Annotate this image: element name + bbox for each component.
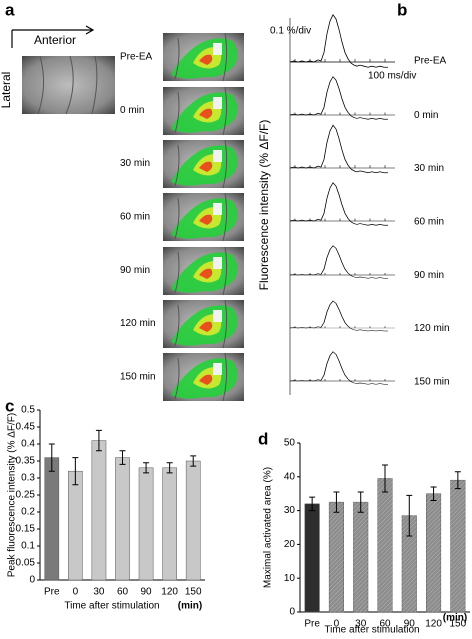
y-tick-label: 0.25 <box>16 490 36 501</box>
scale-y: 0.1 %/div <box>270 26 311 37</box>
error-bar <box>190 455 197 467</box>
x-axis-label: Time after stimulation <box>64 601 159 612</box>
thumbnails <box>162 32 245 402</box>
y-tick-label: 0.5 <box>21 405 35 416</box>
time-label: 30 min <box>414 163 444 174</box>
x-tick-label: 30 <box>93 587 105 598</box>
error-bar <box>382 464 388 493</box>
x-tick-label: 0 <box>73 587 79 598</box>
x-tick-label: 0 <box>334 619 340 630</box>
panel-label: d <box>258 429 268 448</box>
x-tick-label: 150 <box>185 587 202 598</box>
error-bar <box>48 443 55 472</box>
bar-hatch <box>402 515 417 612</box>
error-bar <box>119 450 126 465</box>
lateral-label: Lateral <box>0 72 13 109</box>
bar-hatch <box>329 502 344 612</box>
x-tick-label: Pre <box>44 587 60 598</box>
panel-label: b <box>397 0 407 19</box>
x-tick-label: 60 <box>117 587 129 598</box>
time-label: 60 min <box>120 212 150 223</box>
time-label: 90 min <box>414 270 444 281</box>
error-bar <box>333 491 340 513</box>
unit-label: (min) <box>443 613 467 624</box>
time-label: 90 min <box>120 265 150 276</box>
panel-label: c <box>5 396 14 415</box>
y-tick-label: 20 <box>284 539 296 550</box>
time-label: 150 min <box>414 376 450 387</box>
axis-arrows <box>11 25 95 48</box>
error-bar <box>454 471 461 490</box>
y-axis-label: Fluorescence intensity (% ΔF/F) <box>257 120 271 291</box>
bar-hatch <box>353 502 368 612</box>
bar <box>185 460 201 581</box>
scale-x: 100 ms/div <box>368 71 416 82</box>
bar <box>44 457 60 581</box>
y-axis-label: Maximal activated area (%) <box>263 467 274 588</box>
x-tick-label: 150 <box>450 619 467 630</box>
x-tick-label: 30 <box>355 619 367 630</box>
error-bar <box>430 486 437 501</box>
time-label: 150 min <box>120 371 156 382</box>
y-tick-label: 0.2 <box>21 507 35 518</box>
y-tick-label: 0.05 <box>16 558 36 569</box>
time-label: 120 min <box>120 318 156 329</box>
bar-hatch <box>450 480 466 612</box>
bar-hatch <box>426 493 441 612</box>
error-bar <box>166 462 173 474</box>
error-bar <box>357 491 364 513</box>
vessels <box>37 55 98 115</box>
error-bar <box>143 462 150 474</box>
time-label: 60 min <box>414 217 444 228</box>
time-label: Pre-EA <box>120 52 153 63</box>
x-tick-label: 60 <box>379 619 391 630</box>
y-tick-label: 40 <box>284 471 296 482</box>
bar <box>68 470 83 581</box>
unit-label: (min) <box>178 601 202 612</box>
bar <box>304 503 320 613</box>
bar <box>115 457 130 581</box>
y-tick-label: 0.45 <box>16 422 36 433</box>
error-bar <box>309 496 316 512</box>
y-tick-label: 0.3 <box>21 473 35 484</box>
x-tick-label: 120 <box>161 587 178 598</box>
y-tick-label: 0.35 <box>16 456 36 467</box>
time-label: 0 min <box>120 105 144 116</box>
bar-hatch <box>377 478 393 612</box>
error-bar <box>406 494 413 537</box>
time-label: 120 min <box>414 323 450 334</box>
y-tick-label: 0.4 <box>21 439 35 450</box>
y-tick-label: 30 <box>284 505 296 516</box>
y-tick-label: 0 <box>29 575 35 586</box>
y-axis-label: Peak fluorescence intensity (% ΔF/F) <box>7 413 18 578</box>
x-axis-label: Time after stimulation <box>324 625 419 636</box>
bar <box>138 467 154 581</box>
anterior-label: Anterior <box>34 33 76 47</box>
time-label: Pre-EA <box>414 56 447 67</box>
time-label: 30 min <box>120 158 150 169</box>
bar <box>162 467 177 581</box>
x-tick-label: Pre <box>304 619 320 630</box>
y-tick-label: 0 <box>289 607 295 618</box>
x-tick-label: 120 <box>425 619 442 630</box>
error-bar <box>95 429 102 452</box>
time-label: 0 min <box>414 110 438 121</box>
x-tick-label: 90 <box>141 587 153 598</box>
error-bar <box>72 457 79 486</box>
bar <box>91 440 107 581</box>
brain-image <box>22 56 115 114</box>
panel-label: a <box>5 0 15 19</box>
y-tick-label: 0.15 <box>16 524 36 535</box>
y-tick-label: 10 <box>284 573 296 584</box>
x-tick-label: 90 <box>404 619 416 630</box>
y-tick-label: 50 <box>284 438 296 449</box>
y-tick-label: 0.1 <box>21 541 35 552</box>
